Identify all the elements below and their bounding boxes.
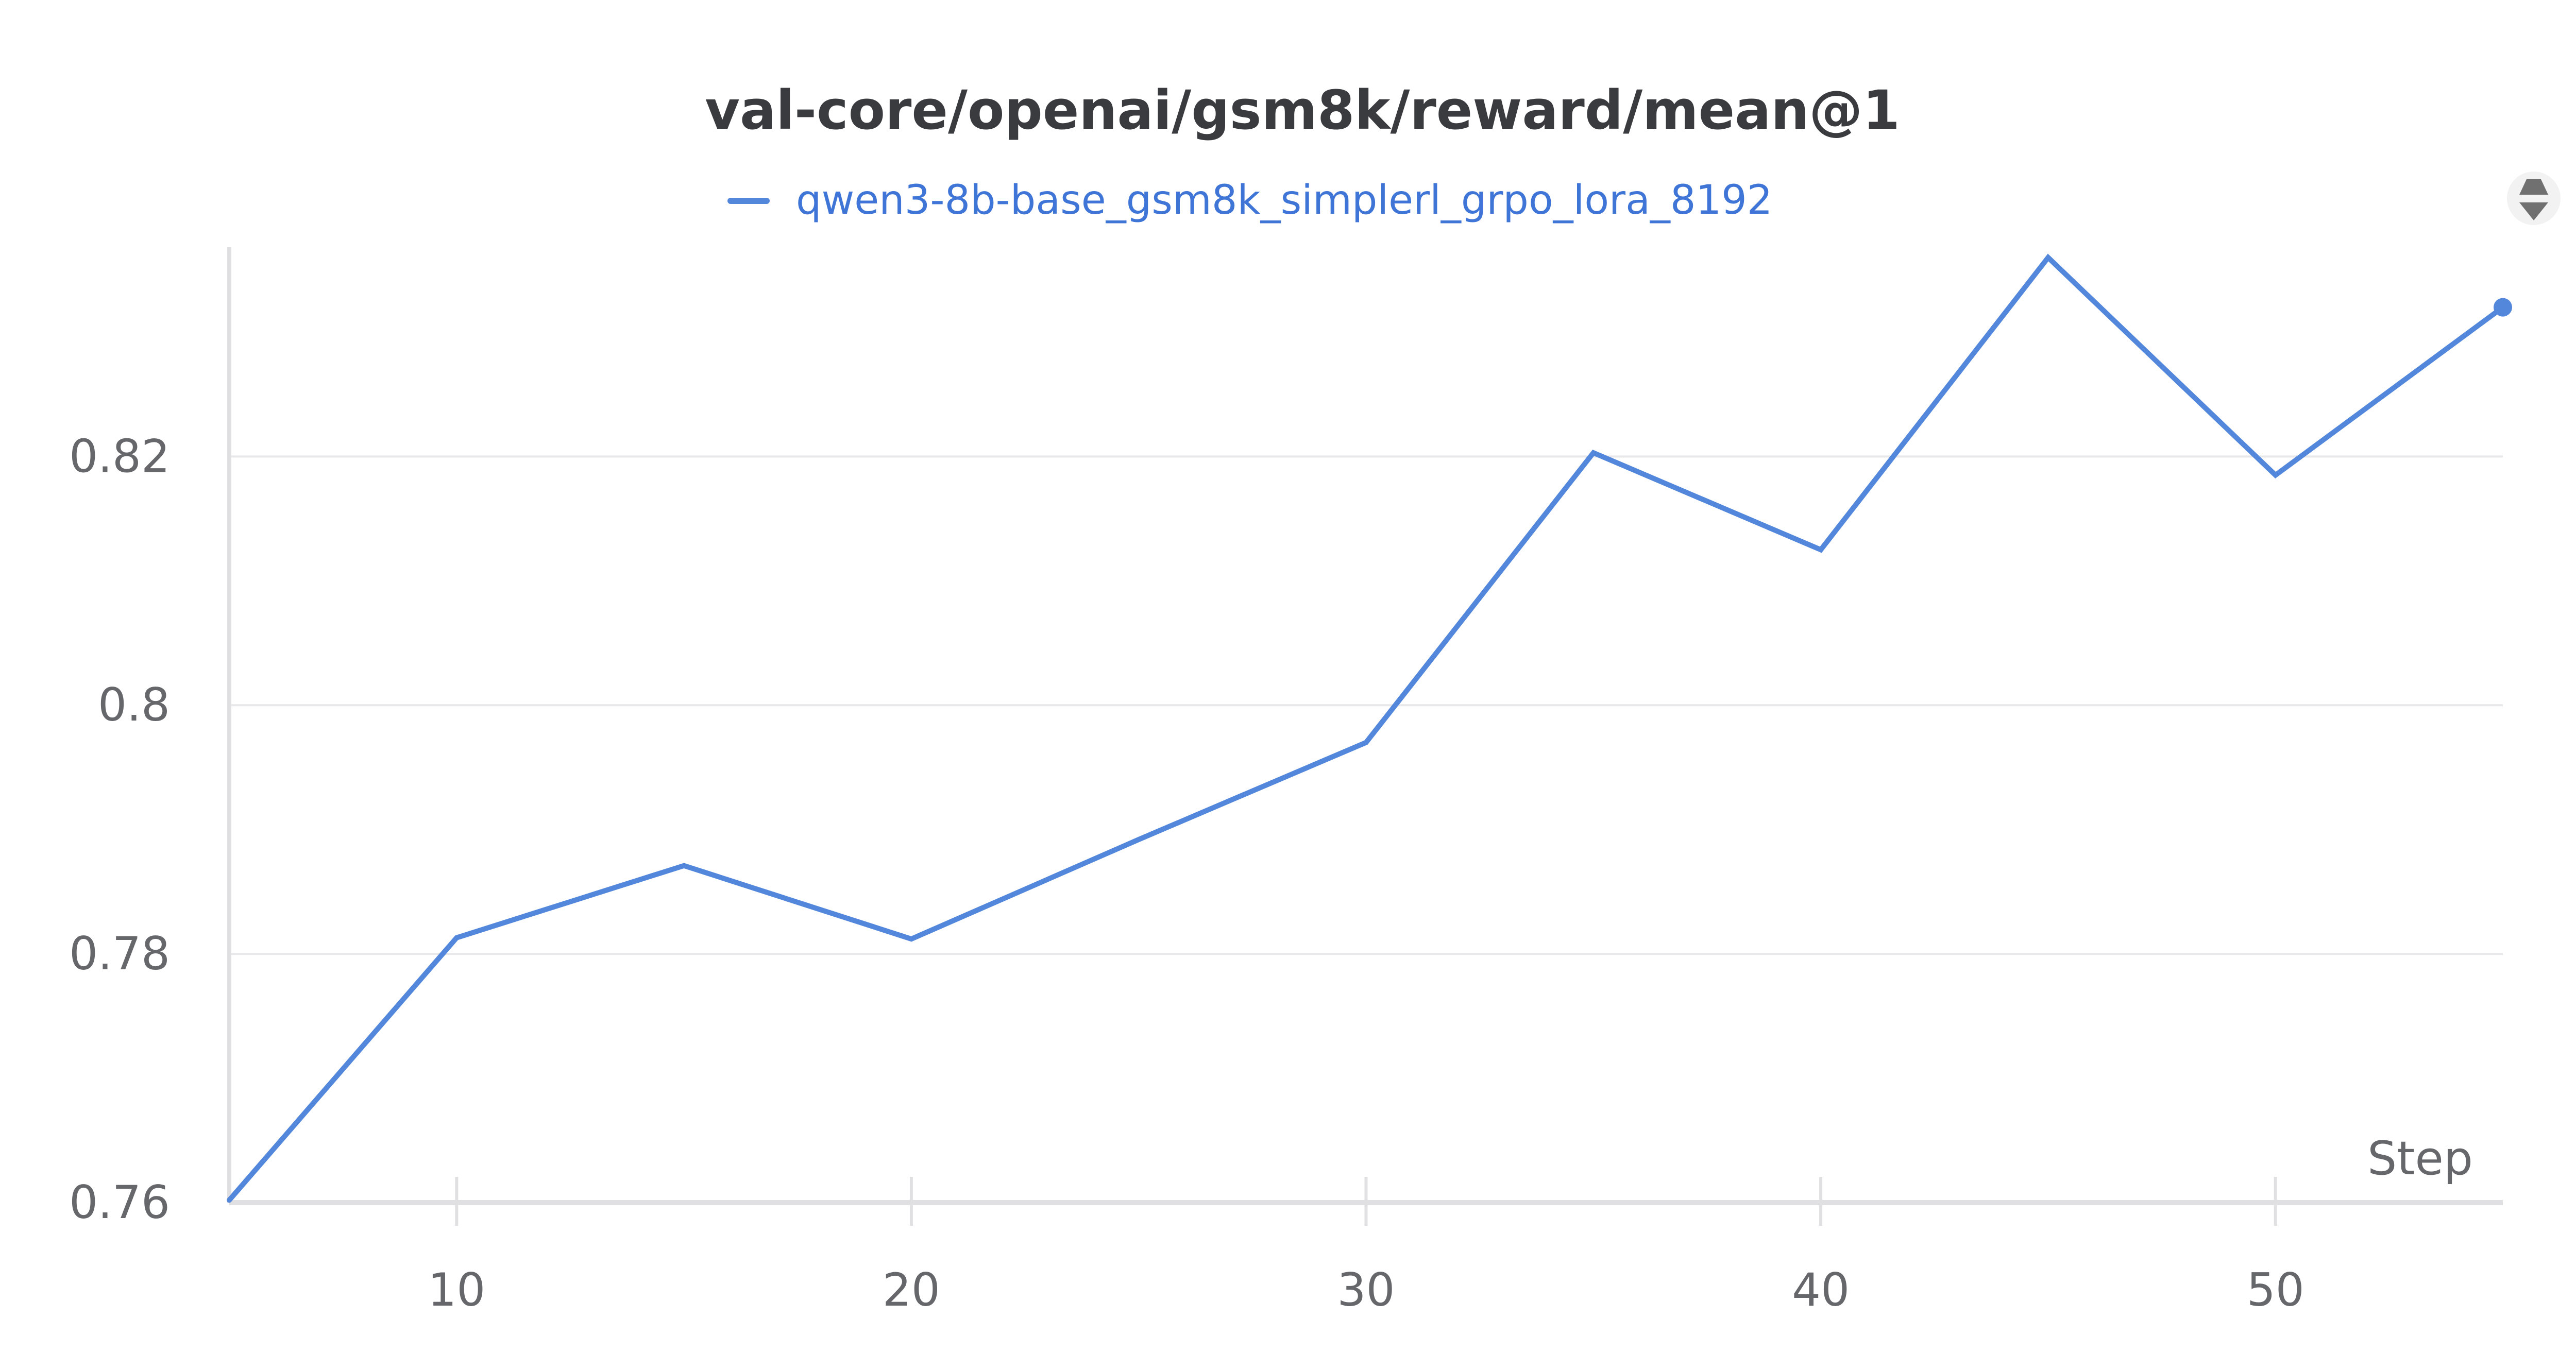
x-tick-label: 20 <box>883 1263 940 1316</box>
data-point[interactable] <box>1818 546 1824 553</box>
chart-title: val-core/openai/gsm8k/reward/mean@1 <box>705 79 1900 142</box>
sort-up-arrow <box>2519 179 2548 195</box>
data-point[interactable] <box>2273 472 2279 478</box>
legend-label[interactable]: qwen3-8b-base_gsm8k_simplerl_grpo_lora_8… <box>796 177 1772 224</box>
gridlines <box>229 455 2503 955</box>
y-tick-label: 0.82 <box>69 430 170 483</box>
sort-toggle-icon[interactable] <box>2507 172 2561 225</box>
data-point[interactable] <box>2045 254 2051 261</box>
y-tick-label: 0.76 <box>69 1176 170 1229</box>
data-point[interactable] <box>681 863 687 869</box>
legend[interactable]: qwen3-8b-base_gsm8k_simplerl_grpo_lora_8… <box>727 177 1772 224</box>
data-point[interactable] <box>1363 740 1369 746</box>
series-layer <box>226 253 2512 1203</box>
x-tick-label: 50 <box>2247 1263 2304 1316</box>
x-axis-label: Step <box>2367 1132 2473 1186</box>
y-tick-label: 0.8 <box>98 678 170 731</box>
data-point[interactable] <box>1136 836 1142 843</box>
y-tick-label: 0.78 <box>69 927 170 980</box>
data-point[interactable] <box>226 1197 232 1203</box>
last-data-point[interactable] <box>2494 298 2512 317</box>
sort-toggle-bg <box>2507 172 2561 225</box>
sort-down-arrow <box>2519 202 2548 220</box>
series-line[interactable] <box>227 253 2505 1203</box>
x-tick-label: 10 <box>428 1263 485 1316</box>
x-tick-label: 30 <box>1337 1263 1395 1316</box>
data-point[interactable] <box>1590 450 1597 456</box>
data-point[interactable] <box>908 936 914 942</box>
axes: 0.76 0.78 0.8 0.82 10 20 30 40 50 <box>69 247 2503 1316</box>
x-tick-label: 40 <box>1792 1263 1850 1316</box>
data-point[interactable] <box>453 935 460 941</box>
